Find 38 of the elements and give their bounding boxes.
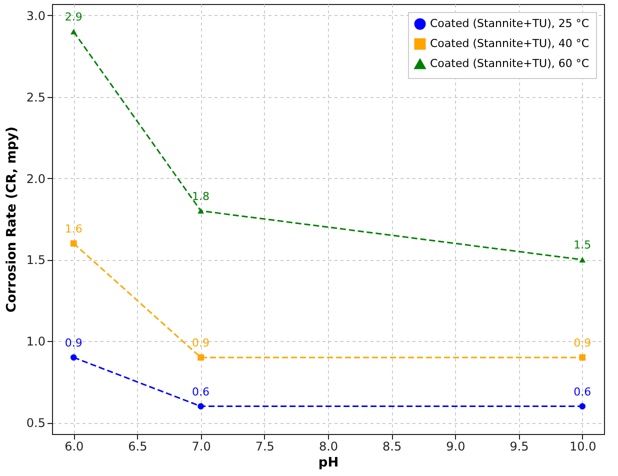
point: [579, 256, 586, 262]
y-tick-label: 3.0: [26, 8, 46, 23]
data-label: 0.9: [574, 336, 592, 350]
x-tick-label: 8.0: [318, 440, 338, 454]
y-tick-label: 1.0: [26, 334, 46, 349]
x-tick-label: 8.5: [382, 440, 402, 454]
y-tick-label: 0.5: [26, 416, 46, 430]
x-tick-label: 6.0: [64, 440, 84, 454]
legend-label: Coated (Stannite+TU), 25 °C: [430, 17, 590, 30]
data-label: 0.6: [192, 385, 210, 398]
point: [579, 403, 586, 410]
x-tick-label: 9.0: [446, 440, 466, 454]
data-label: 1.8: [192, 190, 210, 203]
point: [198, 208, 204, 214]
point: [198, 354, 204, 361]
data-label: 2.9: [64, 10, 82, 24]
y-tick-label: 2.0: [26, 172, 46, 186]
data-label: 1.6: [64, 222, 82, 236]
point: [70, 240, 77, 247]
y-tick-label: 1.5: [26, 253, 46, 268]
data-label: 0.9: [192, 336, 210, 350]
data-label: 0.6: [574, 385, 592, 398]
x-axis-title: pH: [318, 456, 339, 470]
data-label: 0.9: [64, 336, 82, 350]
legend-label: Coated (Stannite+TU), 40 °C: [430, 37, 590, 50]
point: [70, 354, 77, 361]
point: [70, 28, 77, 34]
x-tick-label: 7.5: [255, 440, 274, 454]
legend-label: Coated (Stannite+TU), 60 °C: [430, 57, 590, 70]
y-tick-label: 2.5: [26, 90, 46, 104]
x-tick-label: 6.5: [128, 440, 148, 454]
x-tick-label: 10.0: [570, 440, 596, 454]
x-tick-label: 7.0: [192, 440, 211, 454]
point: [579, 354, 586, 361]
y-axis-title: Corrosion Rate (CR, mpy): [4, 126, 20, 312]
data-label: 1.5: [574, 238, 592, 252]
x-tick-label: 9.5: [510, 440, 529, 454]
point: [198, 403, 204, 410]
